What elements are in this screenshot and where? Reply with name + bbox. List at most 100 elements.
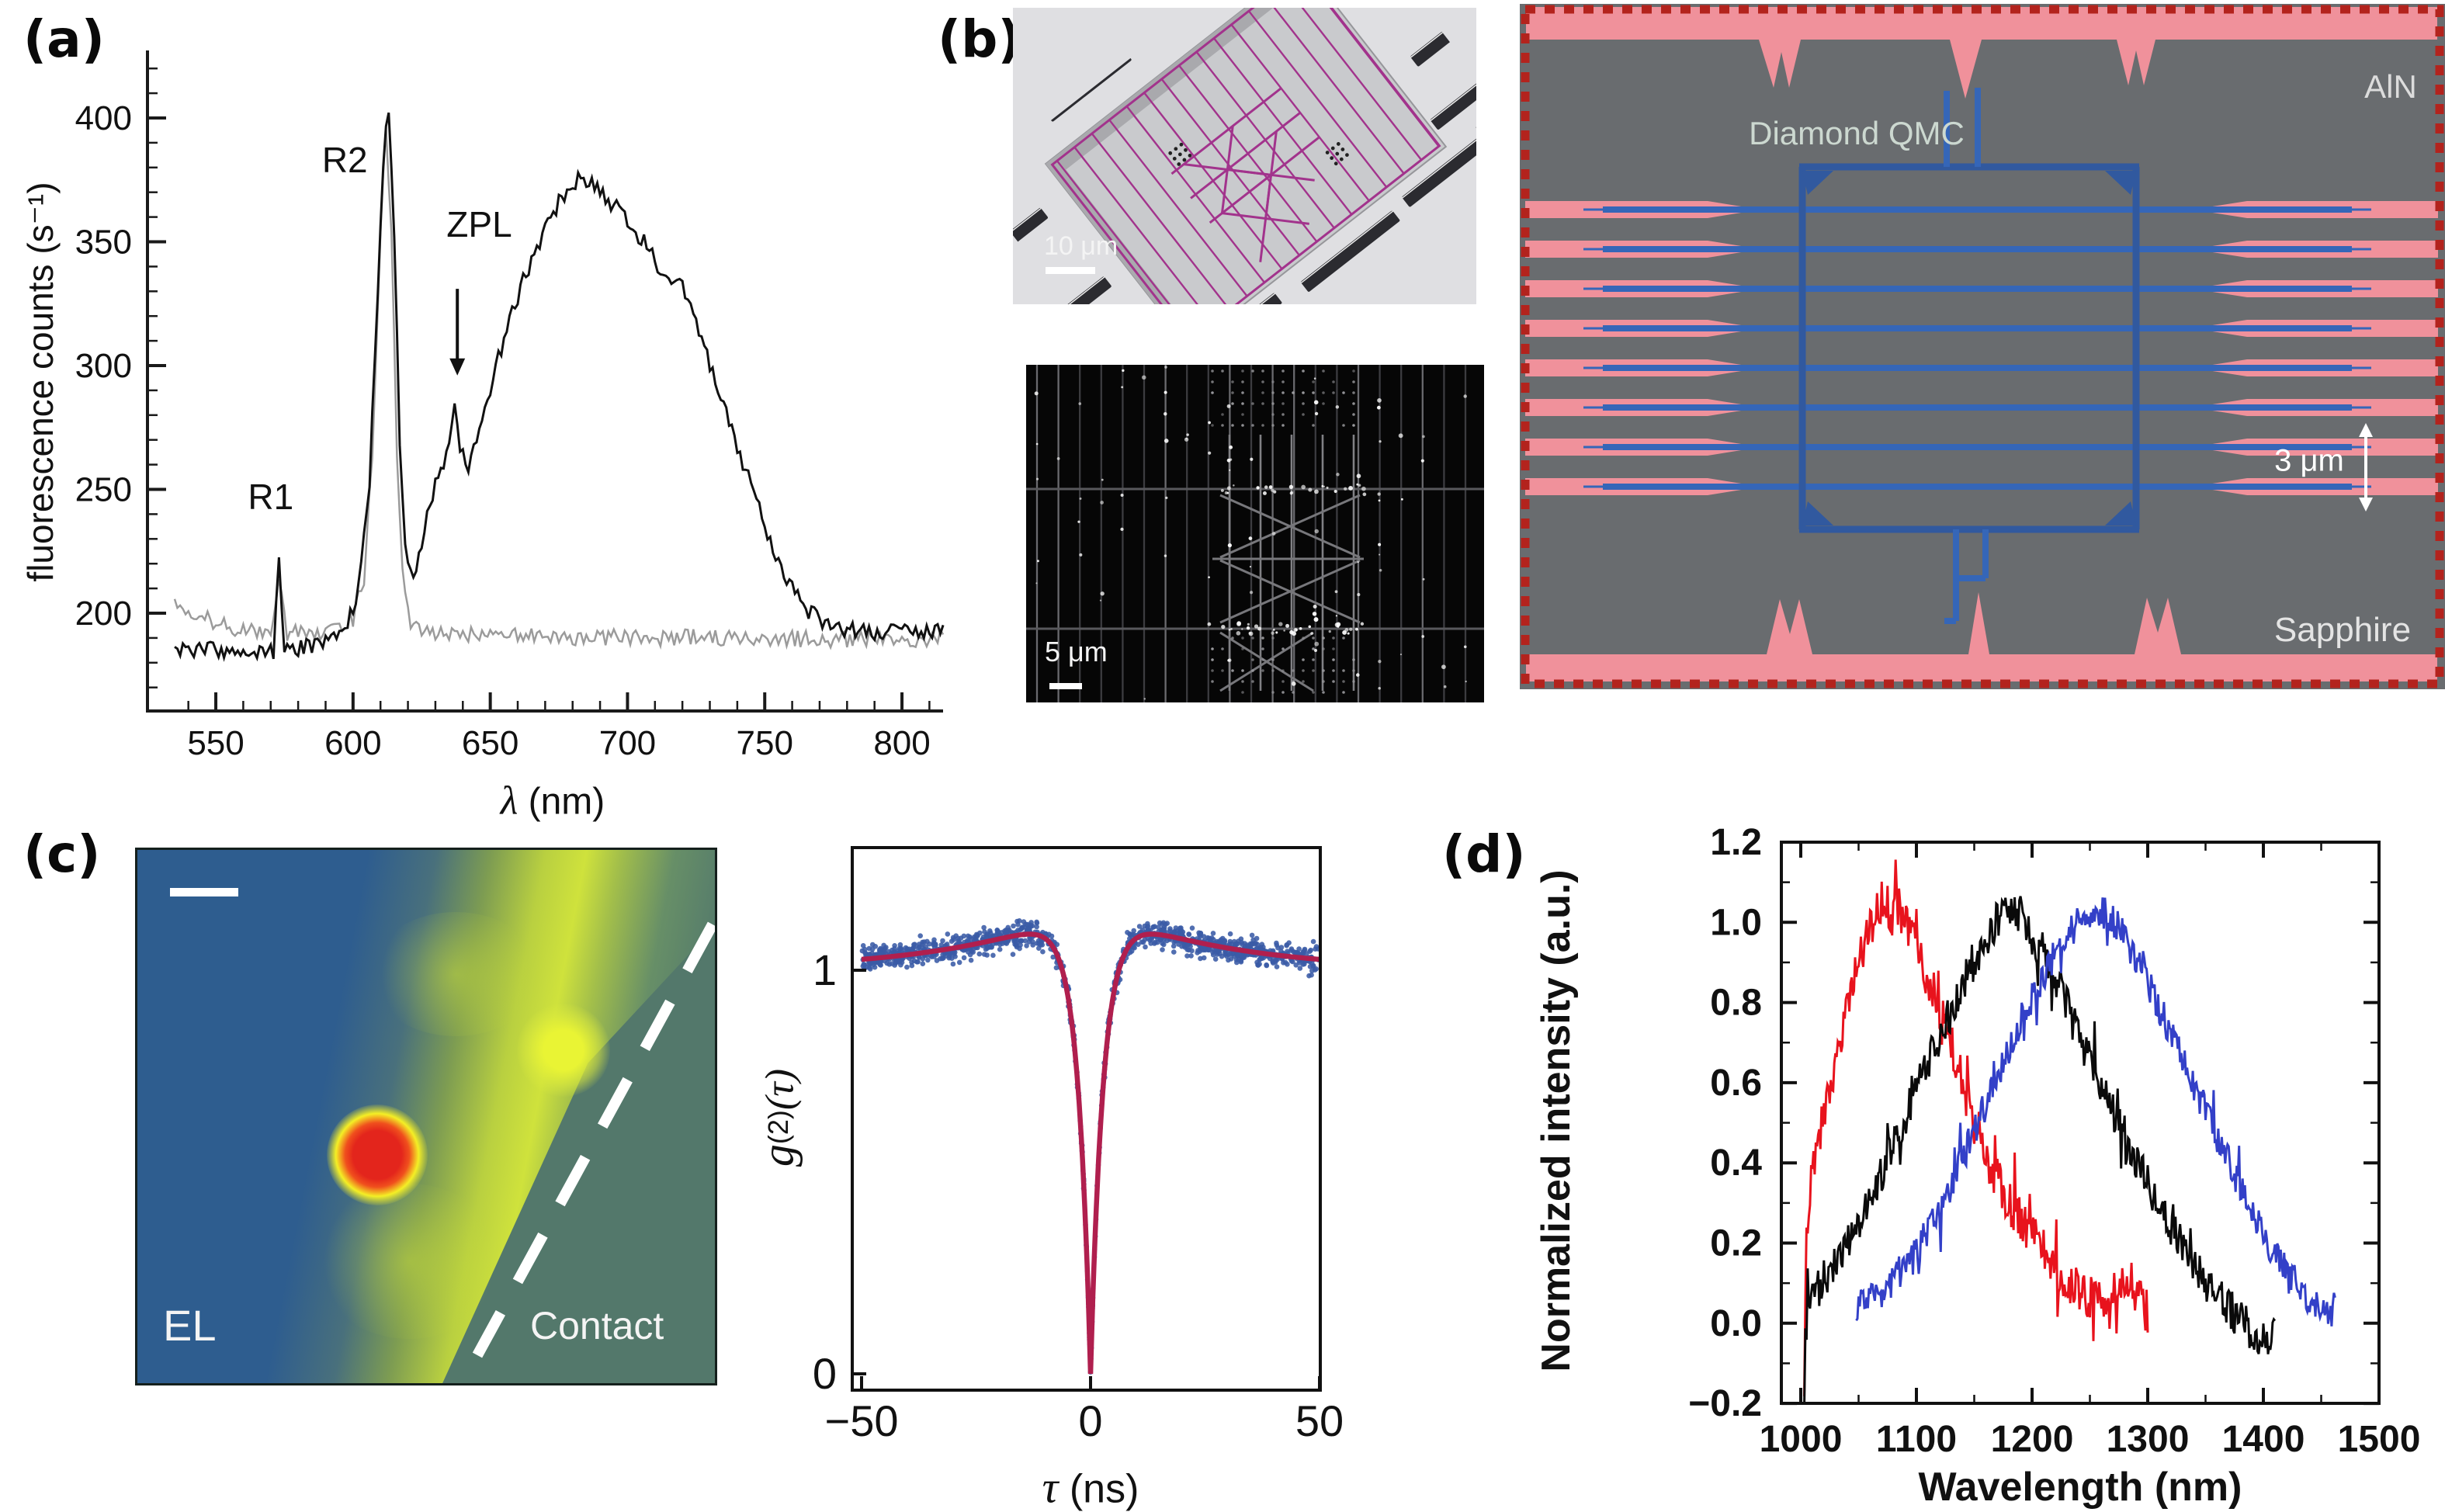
bright-emitter-dot (1207, 622, 1212, 626)
dot-block-dot (1322, 647, 1325, 650)
bright-emitter-dot (1289, 491, 1293, 495)
g2-data-point (1270, 958, 1275, 963)
g2-data-point (1170, 943, 1177, 949)
alignment-mark-dot (1330, 156, 1334, 161)
qmc-corner-gusset (2105, 171, 2136, 195)
g2-data-point (917, 933, 923, 938)
bright-emitter-dot (1229, 627, 1233, 630)
bright-emitter-spot (517, 1004, 610, 1097)
g2-data-point (1219, 953, 1225, 959)
bright-emitter-dot (1079, 497, 1082, 500)
g2-y-axis-title: g(2)(τ) (752, 1069, 804, 1167)
bright-emitter-dot (1262, 491, 1267, 495)
x-tick-label: 550 (187, 724, 244, 762)
g2-data-point (1210, 931, 1216, 936)
bright-emitter-dot (1291, 681, 1296, 686)
dot-block-dot (1322, 402, 1325, 405)
bright-emitter-dot (1348, 486, 1354, 491)
dot-block-dot (1281, 647, 1285, 650)
panel-b-sem-image (1013, 8, 1476, 304)
g2-data-point (1236, 956, 1241, 962)
g2-data-point (1255, 962, 1261, 968)
chip-dashed-border (1521, 5, 2444, 688)
dot-block-dot (1221, 413, 1224, 416)
panel-c-label: (c) (23, 824, 101, 884)
bright-emitter-dot (1362, 492, 1367, 497)
dot-block-dot (1271, 413, 1275, 416)
g2-data-point (1036, 945, 1042, 951)
g2-data-point (1188, 953, 1194, 959)
bright-emitter-dot (1164, 366, 1167, 369)
bright-emitter-dot (1273, 490, 1277, 494)
dot-block-dot (1211, 380, 1214, 383)
bright-emitter-dot (1035, 442, 1039, 446)
g2-data-point (924, 938, 930, 945)
g2-data-point (1195, 950, 1200, 955)
g2-data-point (866, 945, 872, 952)
g2-data-point (968, 957, 974, 963)
lambda-symbol: λ (500, 779, 518, 824)
g2-data-point (1014, 940, 1020, 945)
waveguide-line-magenta (1073, 146, 1213, 304)
dot-block-dot (1302, 680, 1305, 683)
bright-emitter-dot (1247, 622, 1250, 626)
d-x-tick-label: 1400 (2222, 1419, 2305, 1460)
bright-emitter-dot (1224, 491, 1228, 494)
bright-emitter-dot (1314, 649, 1317, 652)
dot-block-dot (1221, 424, 1224, 427)
dot-block-dot (1352, 413, 1355, 416)
g2-data-point (862, 950, 869, 956)
g2-data-point (932, 942, 938, 947)
scale-arrow-head-down (2359, 498, 2373, 512)
panel-c-scale-bar (170, 888, 238, 896)
bright-emitter-dot (1236, 631, 1241, 636)
dot-block-dot (1271, 424, 1275, 427)
bright-emitter-dot (1347, 632, 1350, 635)
dot-block-dot (1302, 413, 1305, 416)
hot-emitter-spot (327, 1105, 428, 1205)
bright-emitter-dot (1399, 654, 1402, 656)
trench-highlight (1402, 135, 1476, 199)
d-x-tick-label: 1500 (2338, 1419, 2421, 1460)
bright-emitter-dot (1321, 485, 1324, 487)
g2-data-point (1161, 942, 1167, 948)
g2-data-point (1028, 936, 1033, 942)
alignment-mark-dot (1335, 151, 1340, 156)
bright-emitter-dot (1100, 591, 1105, 596)
alignment-mark-dot (1174, 147, 1178, 151)
dot-block-dot (1322, 369, 1325, 373)
g2-data-point (940, 938, 945, 944)
panel-d-label: (d) (1442, 824, 1526, 884)
waveguide-line-magenta (1282, 8, 1423, 161)
y-tick-label: 400 (75, 99, 132, 137)
g2-data-point (1150, 924, 1157, 930)
qmc-corner-gusset (1802, 171, 1833, 195)
g2-data-point (931, 937, 937, 943)
d-y-tick-label: 0.6 (1710, 1063, 1762, 1104)
dot-block-dot (1332, 680, 1335, 683)
bright-emitter-dot (1400, 498, 1403, 501)
g2-data-point (1254, 935, 1260, 942)
g2-data-point (1310, 938, 1316, 945)
bright-emitter-dot (1233, 484, 1235, 487)
bright-emitter-dot (1271, 631, 1275, 635)
dot-block-dot (1312, 424, 1315, 427)
bright-emitter-dot (1463, 394, 1467, 398)
g2-data-point (1186, 931, 1191, 937)
d-y-tick-label: 1.0 (1710, 902, 1762, 943)
bright-emitter-dot (1184, 437, 1189, 442)
g2-data-point (1313, 944, 1320, 949)
dot-block-dot (1322, 636, 1325, 640)
g2-data-point (925, 957, 931, 963)
g2-data-point (1025, 926, 1031, 932)
g2-data-point (1160, 947, 1165, 952)
g2-data-point (934, 958, 940, 963)
bright-emitter-dot (1335, 405, 1340, 409)
g2-data-point (872, 959, 878, 965)
dot-block-dot (1302, 636, 1305, 640)
y-tick-label: 350 (75, 224, 132, 262)
g2-data-point (1054, 942, 1060, 948)
dot-block-dot (1332, 647, 1335, 650)
bright-emitter-dot (1344, 487, 1347, 491)
alignment-mark-dot (1339, 157, 1344, 161)
